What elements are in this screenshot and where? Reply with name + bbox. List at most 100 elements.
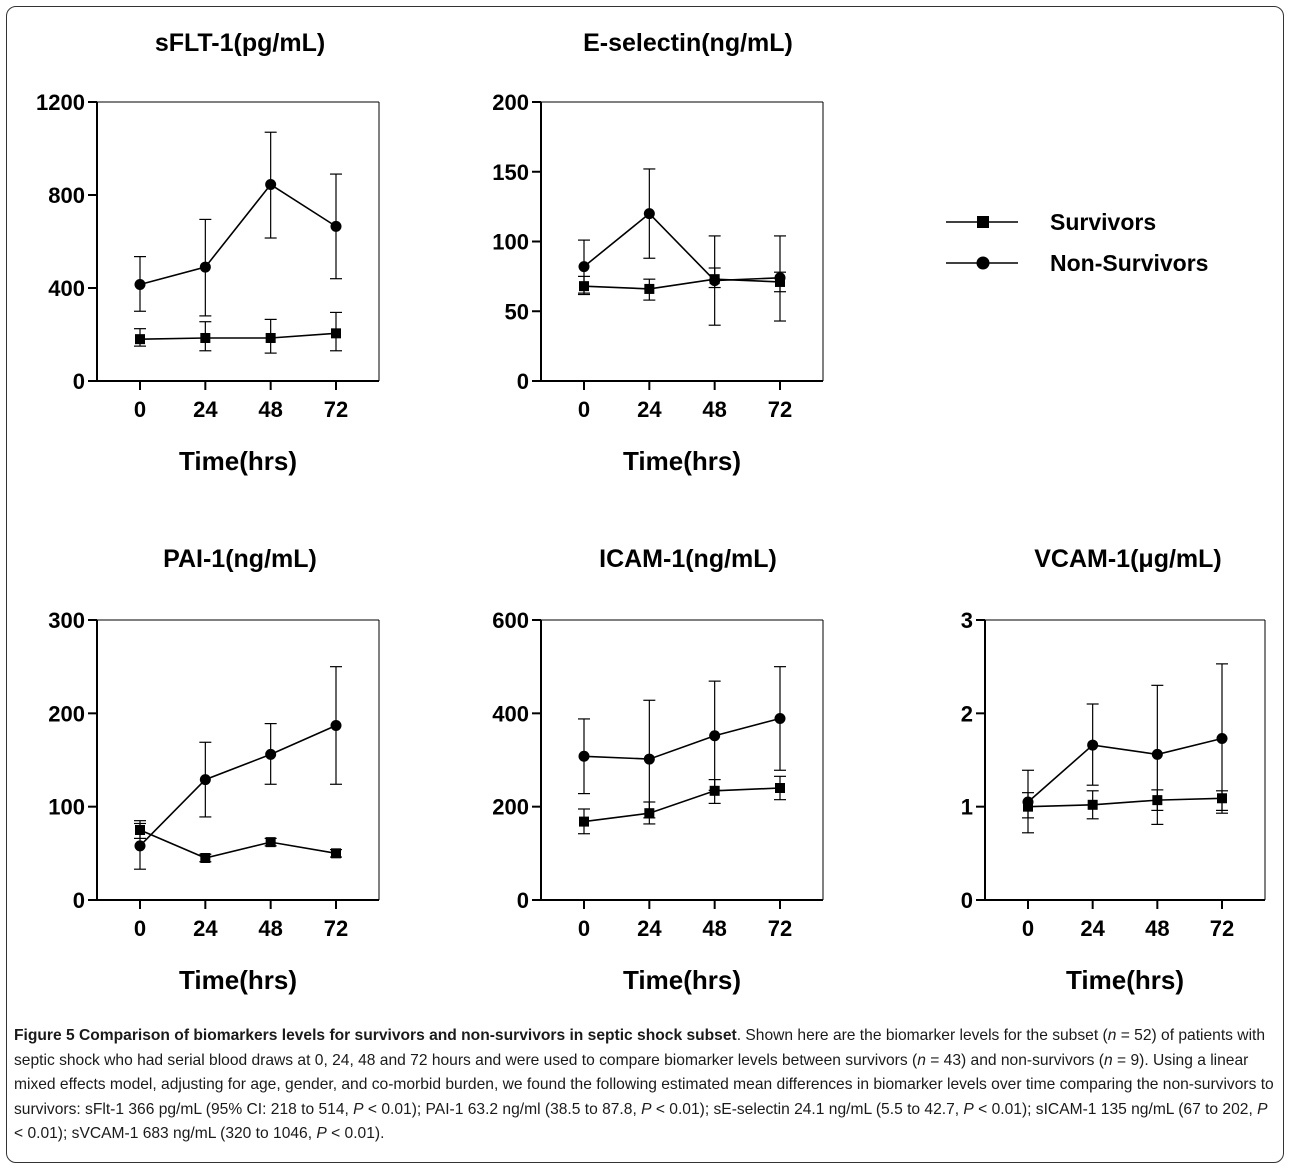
data-point xyxy=(774,272,786,284)
y-tick-label: 200 xyxy=(48,701,85,726)
panel-4: VCAM-1(μg/mL) 0 1 2 3 0 24 48 72 Time(hrs) xyxy=(961,545,1266,995)
panel-title: E-selectin(ng/mL) xyxy=(583,29,793,57)
data-point xyxy=(578,261,590,273)
x-axis-label: Time(hrs) xyxy=(623,965,741,995)
x-tick-label: 48 xyxy=(1145,916,1169,941)
series-non-survivors xyxy=(134,666,342,870)
caption-title: Figure 5 Comparison of biomarkers levels… xyxy=(14,1027,737,1044)
x-tick-label: 0 xyxy=(134,397,146,422)
y-tick-label: 1 xyxy=(961,795,973,820)
legend-label: Non-Survivors xyxy=(1050,250,1208,276)
data-point xyxy=(709,275,721,287)
series-survivors xyxy=(134,311,342,354)
data-point xyxy=(643,753,655,765)
data-point xyxy=(199,774,211,786)
x-tick-label: 24 xyxy=(637,916,662,941)
panel-3: ICAM-1(ng/mL) 0 200 400 600 0 24 48 72 Time(hrs) xyxy=(492,545,824,995)
legend-item: Non-Survivors xyxy=(946,250,1208,276)
data-point xyxy=(265,748,277,760)
x-tick-label: 72 xyxy=(324,916,348,941)
series-survivors xyxy=(578,775,786,835)
x-tick-label: 24 xyxy=(1080,916,1105,941)
data-point xyxy=(578,750,590,762)
data-point xyxy=(265,179,277,191)
x-tick-label: 0 xyxy=(578,397,590,422)
data-point xyxy=(200,853,211,863)
panel-title: PAI-1(ng/mL) xyxy=(163,545,317,573)
data-point xyxy=(1151,748,1163,760)
series-non-survivors xyxy=(1022,663,1228,834)
data-point xyxy=(331,328,341,339)
data-point xyxy=(331,848,341,859)
data-point xyxy=(330,220,342,232)
data-point xyxy=(1022,796,1034,808)
data-point xyxy=(134,840,146,852)
panel-1: E-selectin(ng/mL) 0 50 100 150 200 0 24 48 72 Time… xyxy=(492,29,824,476)
y-tick-label: 200 xyxy=(492,90,529,115)
y-tick-label: 400 xyxy=(492,701,529,726)
panel-0: sFLT-1(pg/mL) 0 400 800 1200 0 24 48 72 Time(hrs) xyxy=(36,29,380,476)
series-line xyxy=(139,183,337,286)
panel-2: PAI-1(ng/mL) 0 100 200 300 0 24 48 72 Time(hrs) xyxy=(48,545,380,995)
y-tick-label: 300 xyxy=(48,608,85,633)
series-line xyxy=(139,724,337,847)
x-tick-label: 24 xyxy=(637,397,662,422)
series-line xyxy=(583,787,781,823)
data-point xyxy=(200,332,211,343)
panel-title: sFLT-1(pg/mL) xyxy=(155,29,325,57)
legend-item: Survivors xyxy=(946,209,1156,235)
series-non-survivors xyxy=(578,666,786,819)
series-line xyxy=(139,829,337,859)
x-tick-label: 72 xyxy=(768,397,792,422)
y-tick-label: 0 xyxy=(73,369,85,394)
x-tick-label: 48 xyxy=(258,916,282,941)
data-point xyxy=(775,783,785,793)
data-point xyxy=(265,837,276,848)
series-line xyxy=(1027,737,1223,803)
y-tick-label: 2 xyxy=(961,701,973,726)
x-tick-label: 24 xyxy=(193,397,218,422)
series-survivors xyxy=(134,820,342,863)
data-point xyxy=(199,261,211,273)
data-point xyxy=(709,730,721,742)
data-point xyxy=(134,279,146,291)
x-axis-label: Time(hrs) xyxy=(179,965,297,995)
series-survivors xyxy=(1022,789,1228,820)
series-line xyxy=(583,717,781,760)
legend-label: Survivors xyxy=(1050,209,1156,235)
series-line xyxy=(139,332,337,340)
x-tick-label: 0 xyxy=(134,916,146,941)
data-point xyxy=(643,208,655,220)
x-tick-label: 72 xyxy=(768,916,792,941)
y-tick-label: 50 xyxy=(505,299,529,324)
series-line xyxy=(583,212,781,282)
x-tick-label: 72 xyxy=(1210,916,1234,941)
x-tick-label: 72 xyxy=(324,397,348,422)
y-tick-label: 150 xyxy=(492,160,529,185)
panel-title: VCAM-1(μg/mL) xyxy=(1034,545,1222,573)
data-point xyxy=(330,719,342,731)
data-point xyxy=(579,816,589,827)
y-tick-label: 400 xyxy=(48,276,85,301)
y-tick-label: 0 xyxy=(73,888,85,913)
data-point xyxy=(1087,799,1098,810)
x-tick-label: 0 xyxy=(578,916,590,941)
y-tick-label: 100 xyxy=(48,795,85,820)
legend: Survivors Non-Survivors xyxy=(946,209,1208,276)
legend-marker xyxy=(976,256,990,270)
data-point xyxy=(1216,733,1228,745)
y-tick-label: 0 xyxy=(961,888,973,913)
x-axis-label: Time(hrs) xyxy=(623,446,741,476)
y-tick-label: 600 xyxy=(492,608,529,633)
series-non-survivors xyxy=(134,131,342,317)
y-tick-label: 3 xyxy=(961,608,973,633)
data-point xyxy=(644,283,655,294)
figure-frame xyxy=(6,6,1284,1163)
x-tick-label: 48 xyxy=(258,397,282,422)
data-point xyxy=(265,332,276,343)
series-line xyxy=(1027,797,1223,808)
y-tick-label: 1200 xyxy=(36,90,85,115)
x-axis-label: Time(hrs) xyxy=(179,446,297,476)
panel-title: ICAM-1(ng/mL) xyxy=(599,545,777,573)
